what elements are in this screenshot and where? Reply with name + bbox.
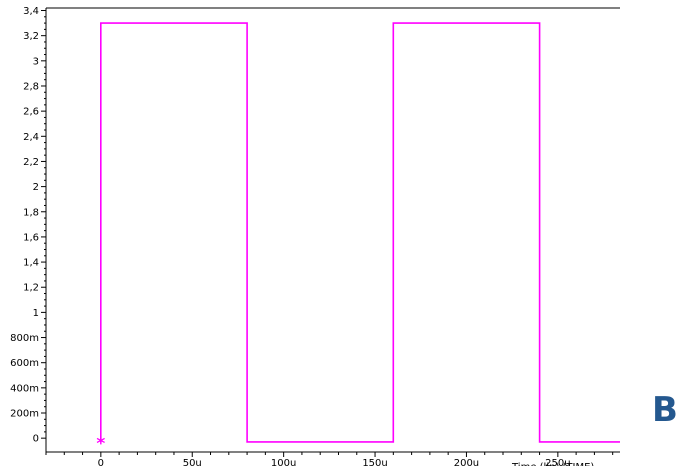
x-tick-label: 0	[98, 458, 104, 466]
x-axis-ticks: 0 50u 100u 150u 200u 250u	[45, 452, 614, 466]
y-tick-label: 3,2	[23, 31, 39, 42]
y-tick-label: 200m	[10, 409, 39, 420]
y-tick-label: 2,6	[23, 107, 39, 118]
x-tick-label: 250u	[545, 458, 570, 466]
y-tick-label: 600m	[10, 358, 39, 369]
series-line	[100, 22, 620, 443]
y-tick-label: 1,6	[23, 232, 39, 243]
x-axis-label-group: Time (lin) (TIME)	[511, 462, 594, 466]
y-tick-label: 2,4	[23, 132, 39, 143]
y-tick-label: 2,8	[23, 81, 39, 92]
y-tick-label: 1,2	[23, 283, 39, 294]
x-axis-label: Time (lin) (TIME)	[511, 462, 594, 466]
series-group: *	[96, 22, 620, 454]
y-axis-ticks: 3,4 3,2 3 2,8 2,6 2,4 2,2 2 1,8 1,6 1,4 1,2 1 800m 600…	[10, 6, 46, 445]
y-tick-label: 1,4	[23, 258, 39, 269]
y-tick-label: 1,8	[23, 207, 39, 218]
y-tick-label: 2	[33, 182, 39, 193]
y-tick-label: 3,4	[23, 6, 39, 17]
y-tick-label: 1	[33, 308, 39, 319]
y-tick-label: 3	[33, 56, 39, 67]
x-tick-label: 150u	[362, 458, 387, 466]
cursor-marker: *	[96, 434, 105, 454]
x-tick-label: 100u	[271, 458, 296, 466]
y-tick-label: 0	[33, 434, 39, 445]
x-tick-label: 200u	[454, 458, 479, 466]
y-tick-label: 800m	[10, 333, 39, 344]
panel-label: B	[652, 390, 678, 430]
x-tick-label: 50u	[183, 458, 202, 466]
y-tick-label: 2,2	[23, 157, 39, 168]
axes-frame	[45, 7, 620, 453]
y-tick-label: 400m	[10, 383, 39, 394]
